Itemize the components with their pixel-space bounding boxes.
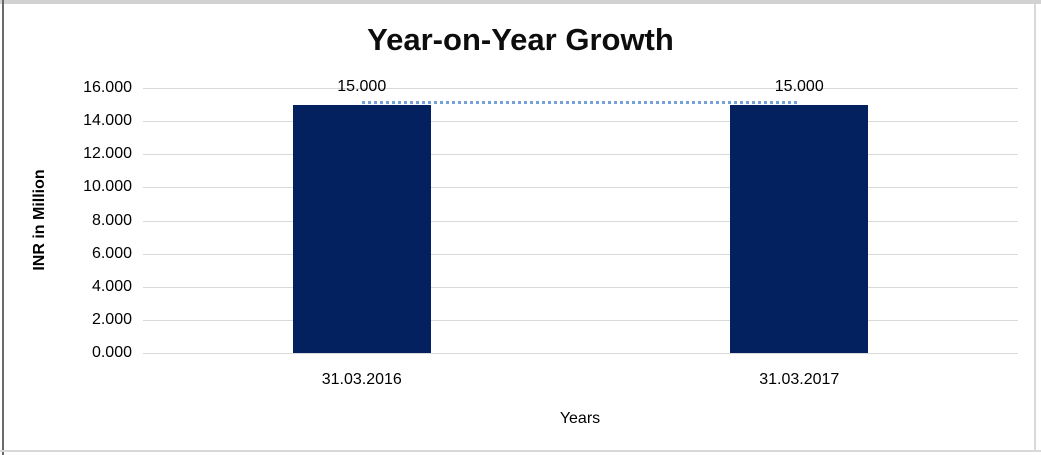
y-tick-label: 4.000 — [91, 277, 132, 295]
window-border-top — [0, 0, 1041, 4]
x-tick-label: 31.03.2016 — [321, 371, 402, 388]
data-label: 15.000 — [337, 77, 387, 95]
y-tick-label: 8.000 — [91, 211, 132, 229]
data-label: 15.000 — [774, 77, 824, 95]
gridline — [143, 154, 1018, 156]
dotted-connector-line — [361, 100, 800, 104]
bar-31.03.2016 — [292, 104, 431, 353]
chart-title: Year-on-Year Growth — [367, 22, 674, 57]
gridline — [143, 319, 1018, 321]
y-tick-label: 0.000 — [91, 344, 132, 361]
x-axis-title: Years — [559, 410, 601, 427]
gridline — [143, 286, 1018, 288]
y-tick-label: 12.000 — [83, 145, 132, 163]
y-tick-label: 6.000 — [91, 244, 132, 262]
bar-31.03.2017 — [730, 104, 869, 353]
gridline — [143, 121, 1018, 123]
gridline — [143, 88, 1018, 89]
y-tick-label: 10.000 — [83, 178, 132, 196]
y-tick-label: 16.000 — [83, 79, 132, 96]
gridline — [143, 187, 1018, 189]
plot-area — [143, 88, 1018, 354]
window-border-left — [2, 0, 4, 455]
x-tick-label: 31.03.2017 — [759, 371, 840, 388]
window-border-bottom — [0, 450, 1041, 452]
gridline — [143, 353, 1018, 354]
gridline — [143, 253, 1018, 255]
y-tick-label: 2.000 — [91, 310, 132, 328]
gridline — [143, 220, 1018, 222]
window-border-right — [1034, 4, 1036, 452]
y-tick-label: 14.000 — [83, 112, 132, 130]
